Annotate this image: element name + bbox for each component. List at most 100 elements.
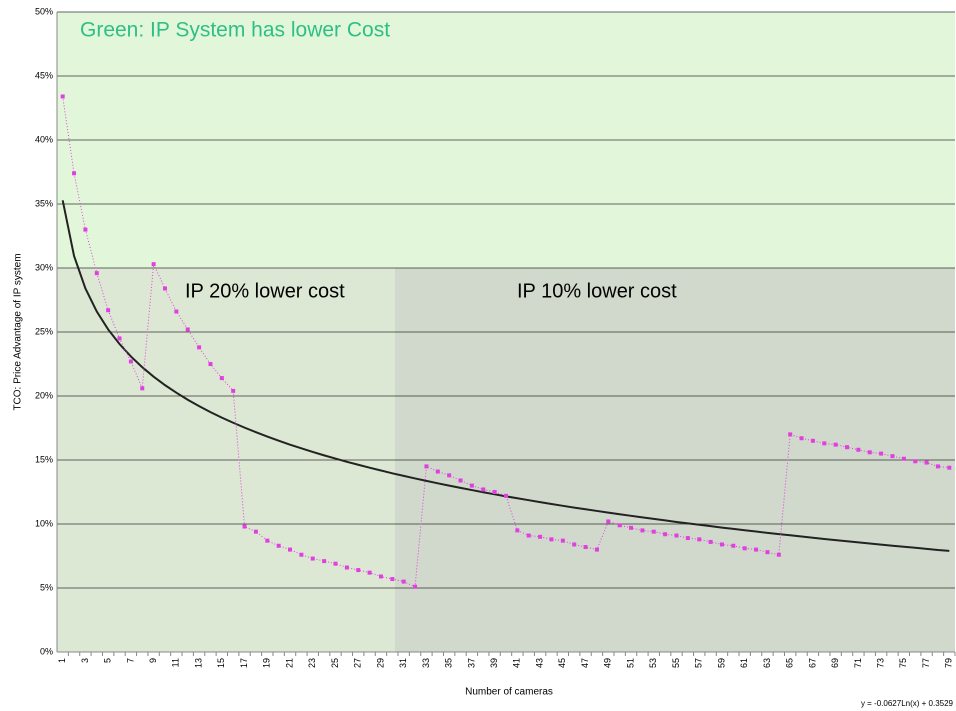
y-tick-label: 15% [35, 454, 53, 464]
point [299, 552, 304, 557]
point [935, 464, 940, 469]
point [549, 537, 554, 542]
annotation: IP 20% lower cost [185, 280, 345, 302]
point [890, 454, 895, 459]
x-tick-label: 41 [512, 658, 522, 668]
point [72, 171, 77, 176]
point [356, 568, 361, 573]
point [117, 336, 122, 341]
x-axis-title: Number of cameras [465, 687, 553, 698]
point [538, 534, 543, 539]
point [901, 456, 906, 461]
x-tick-label: 31 [398, 658, 408, 668]
x-tick-label: 75 [898, 658, 908, 668]
x-tick-label: 25 [330, 658, 340, 668]
y-tick-label: 50% [35, 6, 53, 16]
point [845, 445, 850, 450]
x-tick-label: 27 [353, 658, 363, 668]
y-axis-title: TCO: Price Advantage of IP system [13, 253, 24, 410]
x-tick-label: 43 [534, 658, 544, 668]
trend-equation: y = -0.0627Ln(x) + 0.3529 [861, 699, 954, 708]
x-tick-label: 7 [125, 658, 135, 663]
point [708, 539, 713, 544]
point [128, 359, 133, 364]
x-tick-label: 61 [739, 658, 749, 668]
point [594, 547, 599, 552]
x-tick-label: 57 [694, 658, 704, 668]
point [140, 386, 145, 391]
point [492, 490, 497, 494]
point [197, 345, 202, 350]
point [333, 561, 338, 566]
x-tick-label: 79 [944, 658, 954, 668]
point [799, 436, 804, 441]
point [560, 538, 565, 543]
point [697, 537, 702, 542]
point [572, 542, 577, 547]
point [867, 450, 872, 455]
point [378, 574, 383, 579]
point [185, 327, 190, 332]
y-tick-label: 10% [35, 518, 53, 528]
x-tick-label: 45 [557, 658, 567, 668]
point [367, 570, 372, 575]
point [265, 538, 270, 543]
point [583, 545, 588, 550]
point [344, 565, 349, 570]
x-tick-label: 59 [716, 658, 726, 668]
point [856, 447, 861, 452]
point [208, 362, 213, 366]
x-tick-label: 1 [57, 658, 67, 663]
point [810, 438, 815, 443]
x-tick-label: 9 [148, 658, 158, 663]
point [776, 552, 781, 557]
x-tick-label: 37 [466, 658, 476, 668]
x-tick-label: 13 [193, 658, 203, 668]
x-tick-label: 17 [239, 658, 249, 668]
x-tick-label: 23 [307, 658, 317, 668]
x-tick-label: 65 [785, 658, 795, 668]
y-tick-label: 20% [35, 390, 53, 400]
point [310, 556, 315, 561]
y-tick-label: 45% [35, 70, 53, 80]
point [231, 388, 236, 393]
annotation: Green: IP System has lower Cost [80, 19, 390, 42]
point [242, 524, 247, 529]
x-tick-label: 63 [762, 658, 772, 668]
point [765, 550, 770, 555]
point [424, 464, 429, 469]
point [469, 483, 474, 488]
x-tick-label: 73 [875, 658, 885, 668]
y-tick-label: 35% [35, 198, 53, 208]
point [458, 478, 463, 483]
point [822, 441, 827, 446]
x-tick-label: 5 [103, 658, 113, 663]
point [617, 523, 622, 528]
point [162, 286, 167, 291]
x-tick-label: 49 [603, 658, 613, 668]
point [60, 94, 65, 99]
point [833, 442, 838, 447]
point [629, 525, 634, 530]
point [322, 559, 327, 564]
point [526, 533, 531, 538]
point [276, 543, 281, 548]
point [413, 584, 418, 589]
point [788, 432, 793, 437]
point [481, 487, 486, 492]
x-tick-label: 29 [375, 658, 385, 668]
point [924, 460, 929, 465]
x-tick-label: 15 [216, 658, 226, 668]
y-tick-label: 0% [40, 646, 53, 656]
point [174, 309, 179, 314]
point [390, 577, 395, 582]
point [504, 493, 508, 498]
x-tick-label: 39 [489, 658, 499, 668]
point [947, 465, 952, 470]
x-tick-label: 53 [648, 658, 658, 668]
point [719, 542, 724, 547]
x-tick-label: 21 [284, 658, 294, 668]
point [401, 579, 406, 584]
x-tick-label: 3 [80, 658, 90, 663]
